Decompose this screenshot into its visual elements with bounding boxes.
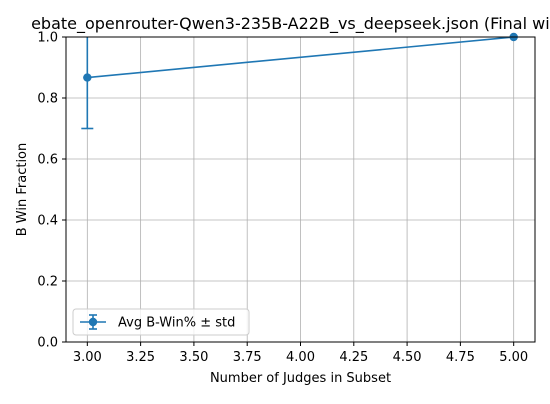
x-tick-label: 5.00 xyxy=(499,350,528,365)
legend: Avg B-Win% ± std xyxy=(72,308,250,336)
y-tick-label: 0.6 xyxy=(37,153,58,168)
x-axis-label: Number of Judges in Subset xyxy=(210,371,391,386)
series-lines xyxy=(87,36,514,79)
y-tick-label: 0.8 xyxy=(37,92,58,107)
error-bars xyxy=(81,37,94,130)
x-tick-label: 3.25 xyxy=(126,350,155,365)
y-tick-label: 0.4 xyxy=(37,214,58,229)
y-tick-label: 1.0 xyxy=(37,31,58,46)
y-axis-label: B Win Fraction xyxy=(15,143,30,237)
x-axis-ticks: 3.00 3.25 3.50 3.75 4.00 4.25 4.50 4.75 5.00 xyxy=(73,342,528,365)
x-tick-label: 3.50 xyxy=(179,350,208,365)
x-tick-label: 4.75 xyxy=(446,350,475,365)
y-axis-ticks: 0.0 0.2 0.4 0.6 0.8 1.0 xyxy=(37,31,66,351)
x-tick-label: 4.25 xyxy=(339,350,368,365)
x-tick-label: 4.50 xyxy=(393,350,422,365)
y-tick-label: 0.0 xyxy=(37,336,58,351)
x-tick-label: 3.75 xyxy=(233,350,262,365)
legend-series-label: Avg B-Win% ± std xyxy=(118,316,235,331)
chart-title: ebate_openrouter-Qwen3-235B-A22B_vs_deep… xyxy=(31,14,550,34)
data-point xyxy=(83,73,92,82)
legend-marker xyxy=(88,317,98,327)
x-tick-label: 4.00 xyxy=(286,350,315,365)
y-tick-label: 0.2 xyxy=(37,275,58,290)
x-tick-label: 3.00 xyxy=(73,350,102,365)
legend-box xyxy=(72,308,250,336)
series-line xyxy=(87,36,514,79)
legend-series-symbol xyxy=(80,314,106,330)
